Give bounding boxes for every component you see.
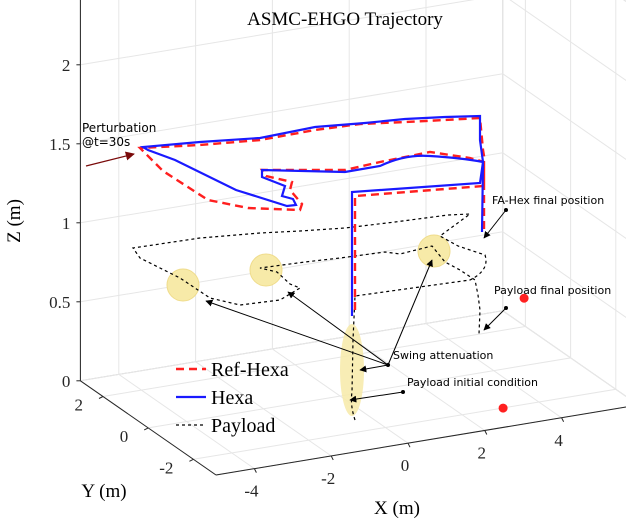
y-axis-label: Y (m): [81, 481, 126, 502]
payload-initial-arrow: [349, 391, 404, 403]
z-axis-label: Z (m): [4, 199, 25, 243]
x-tick: [561, 417, 565, 422]
hexa-series-line: [139, 114, 485, 316]
z-tick-label: 0: [62, 372, 71, 391]
series-layer: [131, 114, 529, 421]
y-tick: [189, 458, 194, 462]
annotation-swing-attenuation-line: Swing attenuation: [393, 349, 493, 362]
annotation-perturbation-line: Perturbation: [82, 121, 156, 135]
y-tick-label: -2: [159, 458, 173, 477]
x-tick-label: -2: [321, 469, 335, 488]
y-gridline: [148, 0, 572, 429]
x-tick-label: -4: [244, 482, 259, 501]
swing-attenuation-arrow: [205, 299, 389, 366]
chart-title: ASMC-EHGO Trajectory: [247, 9, 443, 30]
swing-attenuation-arrow: [359, 364, 389, 373]
swing-attenuation-arrow: [287, 291, 389, 366]
annotation-perturbation: Perturbation @t=30s: [82, 121, 156, 149]
legend-label: Payload: [211, 415, 275, 437]
z-tick-label: 0.5: [49, 293, 70, 312]
legend-label: Hexa: [211, 387, 253, 409]
perturbation-arrow: [85, 151, 135, 167]
y-gridline: [193, 0, 617, 460]
payload-final-arrow: [483, 307, 507, 331]
axes-layer: -4-2024620-200.511.522.5: [49, 0, 626, 501]
y-tick: [143, 427, 149, 431]
payload-marker-point: [519, 293, 529, 303]
x-axis-line: [215, 406, 626, 476]
y-tick: [98, 396, 104, 399]
x-tick: [253, 468, 257, 473]
y-tick-label: 2: [75, 396, 84, 415]
annotation-payload-initial: Payload initial condition: [407, 376, 538, 389]
annotation-payload-final-line: Payload final position: [494, 284, 611, 297]
annotation-layer: Perturbation @t=30s FA-Hex final position P…: [82, 121, 611, 403]
fa-hex-final-arrow: [483, 209, 507, 239]
z-tick-label: 1.5: [49, 135, 70, 154]
x-gridline: [271, 0, 409, 444]
legend-label: Ref-Hexa: [211, 359, 289, 381]
annotation-fa-hex-final-line: FA-Hex final position: [492, 194, 604, 207]
x-axis-label: X (m): [374, 498, 420, 519]
x-gridline: [425, 0, 562, 419]
x-tick-label: 4: [554, 431, 563, 450]
annotation-perturbation-line: @t=30s: [82, 135, 130, 149]
legend: Ref-Hexa Hexa Payload: [176, 359, 289, 437]
x-tick: [330, 455, 334, 461]
x-gridline: [195, 0, 332, 457]
z-tick-label: 2: [62, 56, 71, 75]
x-tick: [484, 430, 488, 435]
x-tick-label: 2: [478, 443, 487, 462]
y-tick-label: 0: [120, 427, 129, 446]
x-tick: [407, 442, 411, 448]
x-gridline: [118, 0, 255, 470]
z-tick-label: 1: [62, 214, 71, 233]
annotation-payload-initial-line: Payload initial condition: [407, 376, 538, 389]
annotation-fa-hex-final: FA-Hex final position: [492, 194, 604, 207]
y-gridline: [102, 0, 526, 397]
swing-highlight-circle: [166, 268, 200, 302]
x-tick-label: 0: [401, 456, 410, 475]
annotation-payload-final: Payload final position: [494, 284, 611, 297]
z-gridline: [80, 0, 626, 81]
swing-attenuation-arrow: [387, 259, 433, 366]
annotation-swing-attenuation: Swing attenuation: [393, 349, 493, 362]
payload-marker-point: [498, 403, 508, 413]
swing-highlight-circle: [417, 234, 451, 268]
